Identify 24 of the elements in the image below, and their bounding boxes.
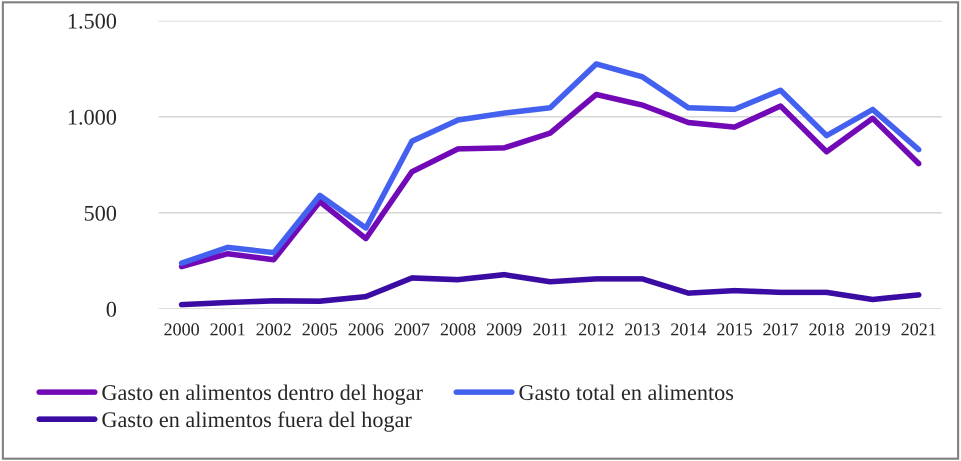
x-tick-label: 2001	[210, 323, 245, 336]
x-tick-label: 2002	[256, 323, 291, 336]
x-tick-label: 2013	[625, 323, 660, 336]
legend-label: Gasto en alimentos dentro del hogar	[102, 384, 423, 405]
x-tick-label: 2011	[533, 323, 567, 336]
x-tick-label: 2017	[763, 323, 798, 336]
x-tick-label: 2019	[855, 323, 890, 336]
x-tick-label: 2021	[901, 323, 936, 336]
y-tick-label: 0	[106, 302, 116, 317]
legend-label: Gasto total en alimentos	[519, 384, 734, 400]
x-tick-label: 2012	[578, 323, 614, 336]
x-tick-label: 2000	[164, 323, 199, 336]
x-tick-label: 2005	[302, 323, 338, 336]
x-tick-label: 2014	[671, 323, 706, 336]
x-tick-label: 2009	[486, 323, 522, 336]
x-tick-label: 2006	[348, 323, 384, 336]
y-tick-label: 1.000	[68, 110, 116, 125]
x-tick-label: 2018	[809, 323, 844, 336]
y-tick-label: 1.500	[68, 14, 116, 29]
x-tick-label: 2015	[717, 323, 752, 336]
legend-label: Gasto en alimentos fuera del hogar	[102, 411, 412, 432]
x-tick-label: 2008	[440, 323, 476, 336]
x-tick-label: 2007	[394, 323, 430, 336]
y-tick-label: 500	[84, 206, 116, 221]
